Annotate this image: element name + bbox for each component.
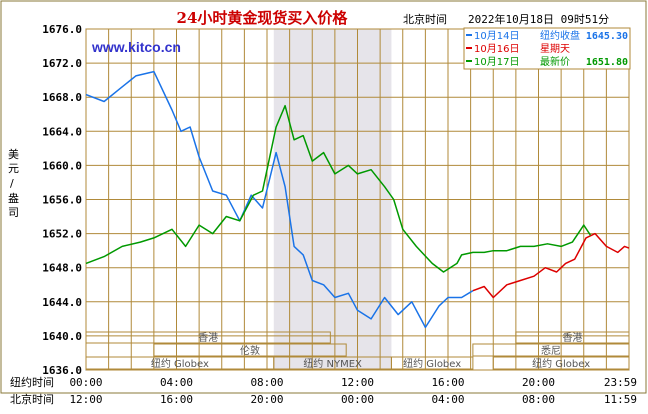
x-tick-label-ny: 12:00 [341, 376, 374, 389]
y-tick-label: 1668.0 [42, 91, 82, 104]
session-box [390, 356, 474, 370]
x-tick-label-ny: 20:00 [522, 376, 555, 389]
series-line [472, 232, 630, 299]
datetime-value: 2022年10月18日 09时51分 [468, 12, 609, 26]
session-box [515, 331, 630, 344]
chart-title: 24小时黄金现货买入价格 [177, 9, 349, 27]
y-axis-label-char-2: 元 [8, 162, 19, 175]
legend-box [463, 27, 631, 70]
session-label: 纽约 Globex [151, 357, 209, 370]
series-line [85, 104, 592, 273]
session-label: 纽约 Globex [532, 357, 590, 370]
session-label: 香港 [562, 332, 582, 344]
legend-date: 10月17日 [474, 56, 519, 68]
x-tick-label-bj: 12:00 [69, 393, 102, 406]
legend-date: 10月16日 [474, 43, 519, 55]
y-axis-label-char-1: 美 [8, 148, 19, 161]
legend-label: 星期天 [540, 43, 570, 55]
y-tick-label: 1660.0 [42, 159, 82, 172]
x-tick-label-ny: 00:00 [69, 376, 102, 389]
x-tick-label-bj: 11:59 [604, 393, 637, 406]
y-tick-label: 1664.0 [42, 125, 82, 138]
x-row2-label: 北京时间 [10, 392, 54, 406]
x-tick-label-bj: 00:00 [341, 393, 374, 406]
x-tick-label-ny: 16:00 [431, 376, 464, 389]
legend-value: 1645.30 [586, 31, 628, 42]
watermark: www.kitco.cn [91, 39, 181, 55]
legend-label: 最新价 [540, 55, 570, 68]
x-tick-label-bj: 04:00 [431, 393, 464, 406]
y-tick-label: 1676.0 [42, 23, 82, 36]
session-box [492, 356, 630, 370]
session-label: 悉尼 [541, 345, 561, 357]
y-tick-label: 1644.0 [42, 296, 82, 309]
x-tick-label-bj: 08:00 [522, 393, 555, 406]
y-axis-label-char-3: / [10, 177, 14, 190]
y-axis-label-char-5: 司 [8, 206, 19, 219]
datetime-label: 北京时间 [403, 12, 447, 26]
y-tick-label: 1636.0 [42, 364, 82, 377]
y-axis-label-char-4: 盎 [8, 191, 19, 205]
session-label: 伦敦 [240, 344, 260, 357]
session-label: 香港 [198, 332, 218, 344]
x-tick-label-bj: 20:00 [250, 393, 283, 406]
x-tick-label-ny: 08:00 [250, 376, 283, 389]
y-tick-label: 1648.0 [42, 262, 82, 275]
legend-date: 10月14日 [474, 30, 519, 42]
y-tick-label: 1656.0 [42, 194, 82, 207]
y-tick-label: 1672.0 [42, 57, 82, 70]
series-line [85, 70, 474, 329]
chart-border [0, 0, 647, 394]
legend-value: 1651.80 [586, 57, 628, 68]
x-row1-label: 纽约时间 [10, 375, 54, 389]
y-tick-label: 1652.0 [42, 228, 82, 241]
x-tick-label-bj: 16:00 [160, 393, 193, 406]
y-axis-label: 美 元 / 盎 司 [8, 148, 19, 219]
session-label: 纽约 Globex [403, 357, 461, 370]
x-tick-label-ny: 23:59 [604, 376, 637, 389]
legend-label: 纽约收盘 [540, 29, 580, 42]
session-box [85, 331, 331, 344]
session-label: 纽约 NYMEX [303, 357, 362, 370]
y-tick-label: 1640.0 [42, 330, 82, 343]
x-tick-label-ny: 04:00 [160, 376, 193, 389]
session-box [472, 343, 630, 357]
session-box [153, 343, 347, 357]
